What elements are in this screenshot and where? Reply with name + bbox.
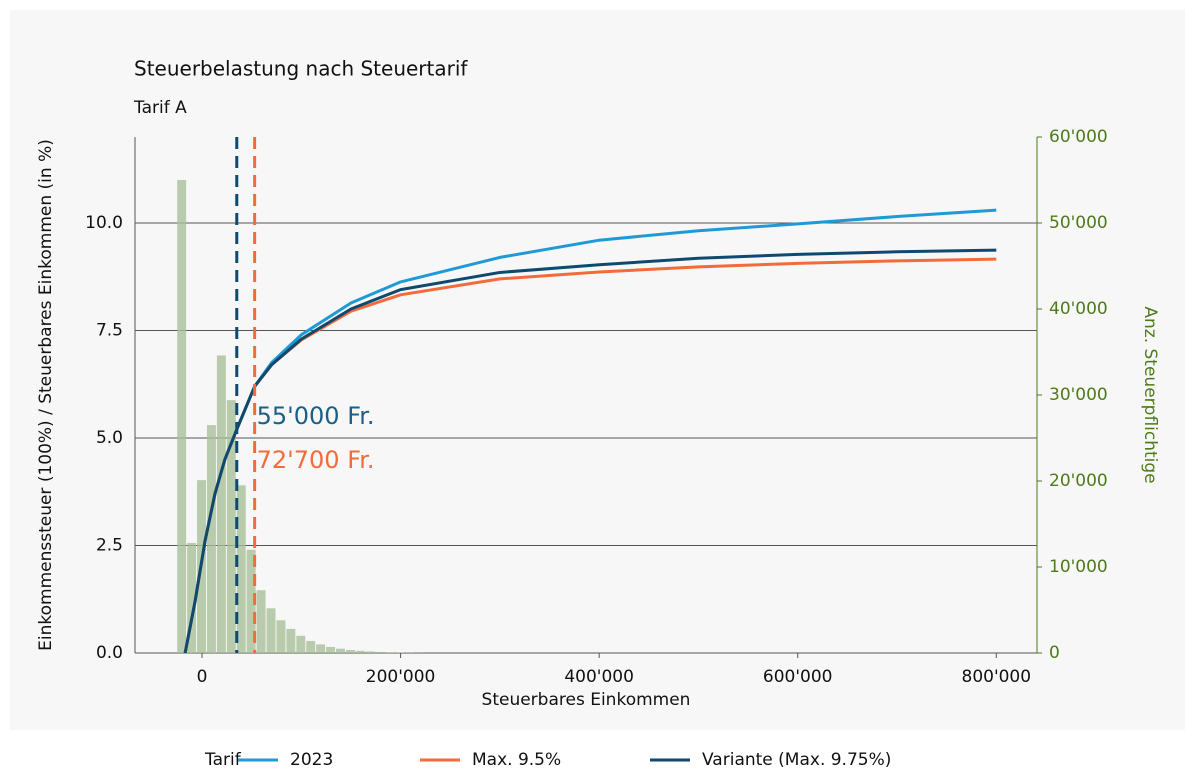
x-tick-label: 0	[197, 667, 208, 687]
histogram-bar	[365, 651, 375, 653]
histogram-bar	[216, 355, 226, 653]
y2-axis-label: Anz. Steuerpflichtige	[1140, 306, 1160, 483]
y-tick-label: 2.5	[96, 536, 123, 556]
y-axis-label: Einkommenssteuer (100%) / Steuerbares Ei…	[36, 139, 56, 651]
histogram-bar	[375, 651, 385, 653]
histogram-bar	[187, 542, 197, 653]
histogram-bar	[276, 620, 286, 653]
histogram-bar	[345, 649, 355, 653]
histogram-bar	[336, 648, 345, 653]
y2-tick-label: 50'000	[1049, 213, 1108, 233]
annotation: 55'000 Fr.	[257, 402, 375, 430]
histogram-bar	[266, 608, 276, 653]
y2-tick-label: 0	[1049, 643, 1060, 663]
annotation: 72'700 Fr.	[257, 446, 375, 474]
x-axis-label: Steuerbares Einkommen	[482, 690, 691, 710]
line-series	[183, 248, 997, 654]
legend-label: Variante (Max. 9.75%)	[702, 750, 891, 770]
histogram-bar	[306, 640, 316, 653]
panel	[10, 10, 1185, 730]
histogram-bar	[385, 652, 395, 653]
y-tick-label: 0.0	[96, 643, 123, 663]
y-tick-label: 7.5	[96, 321, 123, 341]
histogram-bar	[316, 644, 326, 653]
y2-tick-label: 30'000	[1049, 385, 1108, 405]
histogram-bar	[226, 400, 236, 653]
y2-tick-label: 60'000	[1049, 127, 1108, 147]
histogram-bar	[236, 485, 246, 653]
histogram-bar	[286, 628, 296, 653]
x-tick-label: 800'000	[962, 667, 1032, 687]
histogram-bar	[256, 590, 266, 653]
histogram-bar	[355, 650, 365, 653]
histogram-bar	[246, 549, 256, 653]
chart-title: Steuerbelastung nach Steuertarif	[134, 57, 468, 81]
x-tick-label: 600'000	[763, 667, 833, 687]
y-tick-label: 5.0	[96, 428, 123, 448]
legend-title: Tarif	[204, 750, 242, 770]
x-tick-label: 200'000	[366, 667, 436, 687]
y-tick-label: 10.0	[85, 213, 123, 233]
y2-tick-label: 20'000	[1049, 471, 1108, 491]
histogram-bar	[296, 635, 306, 653]
legend-label: 2023	[290, 750, 333, 770]
legend-label: Max. 9.5%	[472, 750, 561, 770]
chart-subtitle: Tarif A	[133, 98, 187, 118]
histogram-bar	[177, 180, 187, 653]
histogram-bar	[206, 425, 216, 653]
histogram-bar	[326, 646, 336, 653]
x-tick-label: 400'000	[564, 667, 634, 687]
y2-tick-label: 40'000	[1049, 299, 1108, 319]
y2-tick-label: 10'000	[1049, 557, 1108, 577]
